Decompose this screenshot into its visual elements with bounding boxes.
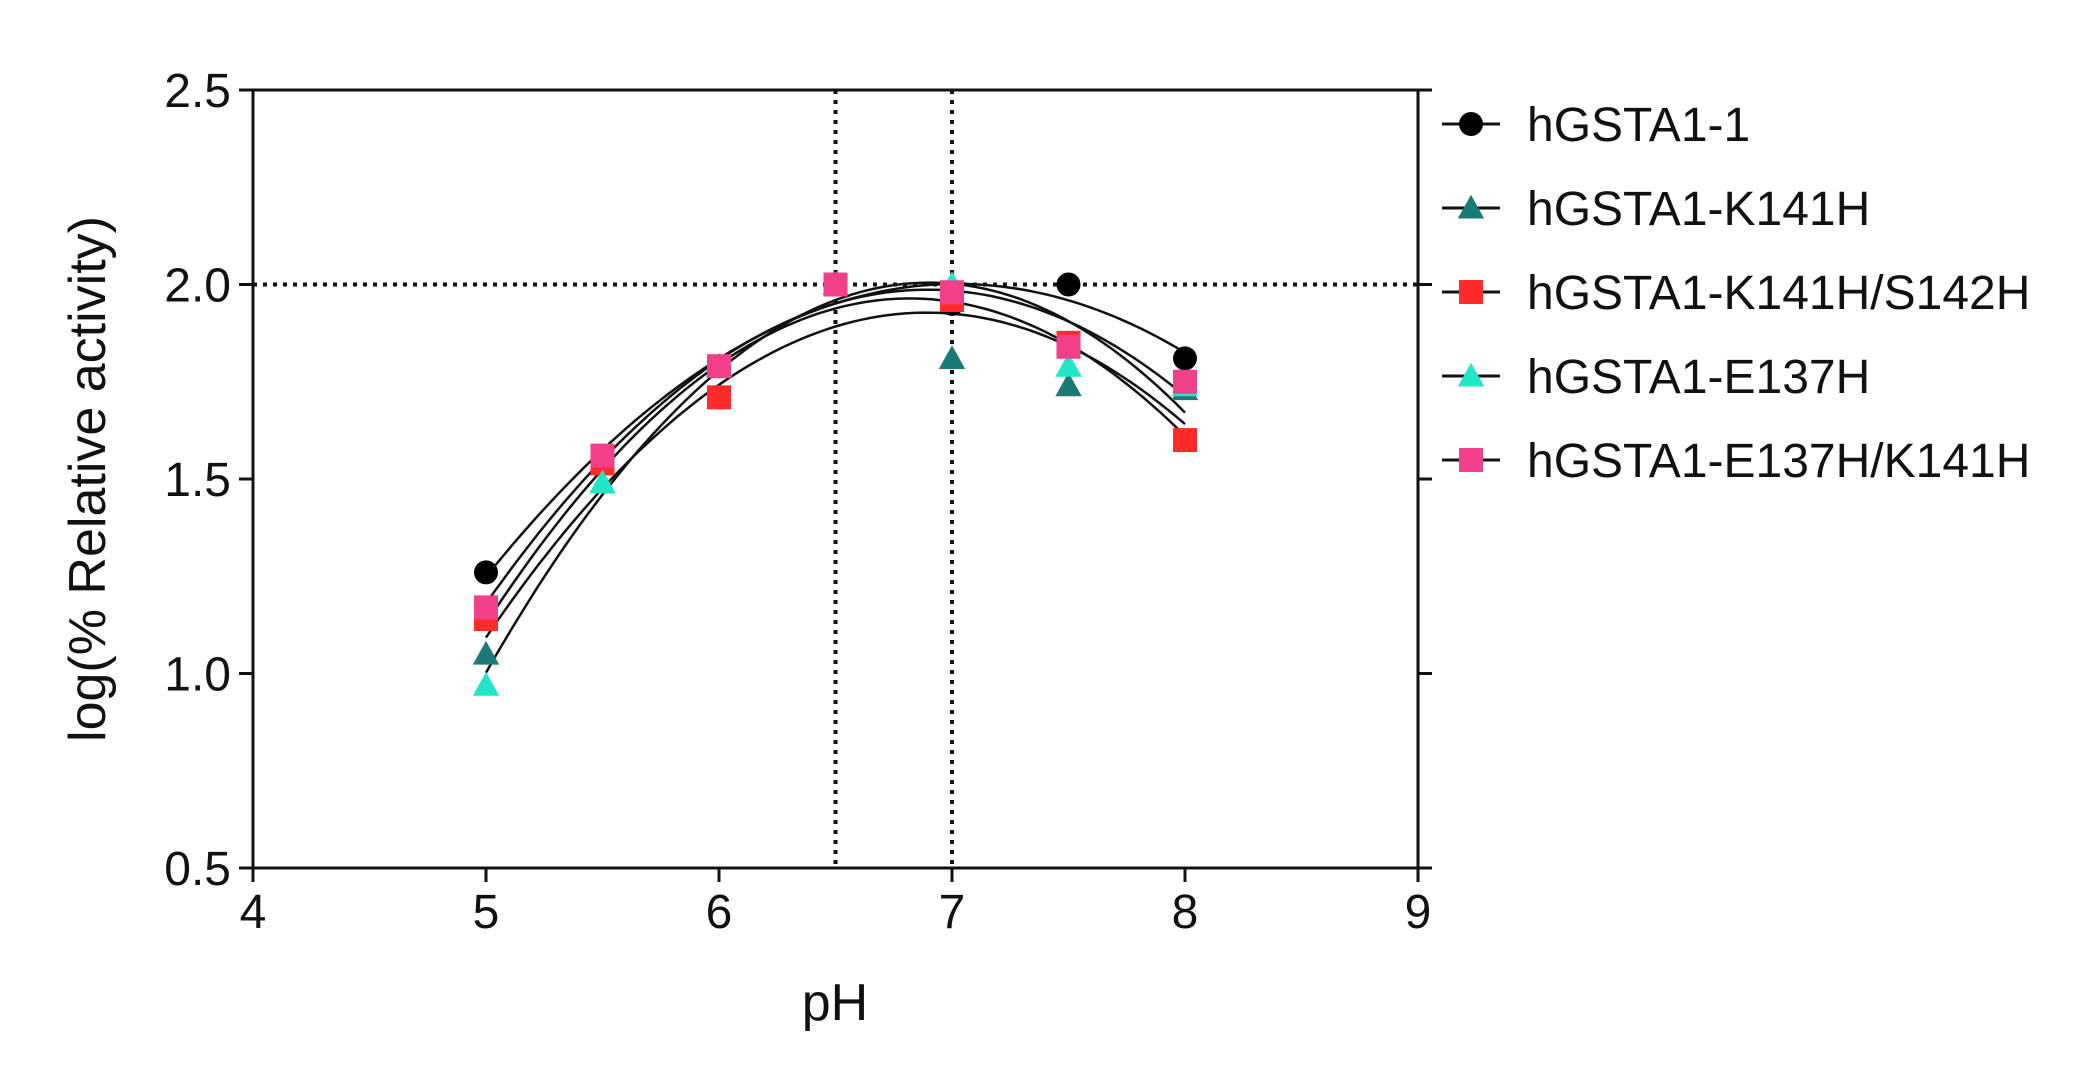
- legend: hGSTA1-1 hGSTA1-K141H hGSTA1-K141H/S142H hG…: [1442, 99, 2030, 488]
- data-point-hgsta1-e137h: [589, 469, 616, 494]
- reference-lines: [253, 90, 1418, 868]
- x-tick-label: 6: [706, 886, 733, 939]
- legend-item-hgsta1-1: hGSTA1-1: [1442, 99, 1750, 152]
- legend-item-hgsta1-e137h-k141h: hGSTA1-E137H/K141H: [1442, 435, 2030, 488]
- legend-item-hgsta1-k141h: hGSTA1-K141H: [1442, 183, 1870, 236]
- legend-marker-hgsta1-e137h: [1457, 362, 1485, 387]
- y-tick-label: 1.5: [164, 454, 231, 507]
- data-point-hgsta1-1: [1056, 272, 1081, 297]
- y-tick-label: 2.5: [164, 65, 231, 118]
- x-tick-label: 5: [473, 886, 500, 939]
- legend-item-hgsta1-e137h: hGSTA1-E137H: [1442, 351, 1870, 404]
- data-point-hgsta1-k141h: [938, 345, 966, 369]
- data-point-hgsta1-1: [474, 560, 498, 585]
- data-point-hgsta1-e137h-k141h: [1056, 334, 1081, 359]
- data-point-hgsta1-e137h-k141h: [707, 354, 731, 379]
- y-tick-label: 2.0: [164, 260, 231, 313]
- data-point-hgsta1-e137h-k141h: [1173, 369, 1197, 394]
- y-tick-label: 1.0: [164, 649, 231, 702]
- x-tick-label: 9: [1405, 886, 1432, 939]
- y-tick-label: 0.5: [164, 843, 231, 896]
- data-point-hgsta1-1: [1173, 346, 1197, 371]
- x-tick-label: 7: [939, 886, 966, 939]
- x-tick-label: 4: [240, 886, 267, 939]
- data-point-hgsta1-k141h-s142h: [1173, 428, 1197, 453]
- data-point-hgsta1-k141h: [1055, 372, 1082, 397]
- series-hgsta1-1: [474, 272, 1197, 585]
- legend-marker-hgsta1-k141h-s142h: [1459, 280, 1483, 304]
- data-point-hgsta1-e137h: [472, 671, 500, 696]
- y-axis-title: log(% Relative activity): [59, 216, 117, 742]
- data-point-hgsta1-e137h-k141h: [940, 280, 964, 305]
- data-point-hgsta1-k141h: [472, 640, 500, 665]
- data-point-hgsta1-k141h-s142h: [707, 385, 731, 410]
- legend-marker-hgsta1-e137h-k141h: [1459, 448, 1483, 472]
- legend-label: hGSTA1-E137H: [1527, 351, 1870, 404]
- data-point-hgsta1-e137h-k141h: [823, 272, 848, 297]
- legend-item-hgsta1-k141h-s142h: hGSTA1-K141H/S142H: [1442, 267, 2030, 320]
- legend-marker-hgsta1-k141h: [1457, 194, 1485, 219]
- data-point-hgsta1-e137h: [1055, 352, 1082, 377]
- data-points: [472, 271, 1199, 696]
- x-tick-label: 8: [1172, 886, 1199, 939]
- legend-label: hGSTA1-E137H/K141H: [1527, 435, 2030, 488]
- legend-label: hGSTA1-1: [1527, 99, 1750, 152]
- data-point-hgsta1-e137h-k141h: [474, 595, 498, 620]
- legend-label: hGSTA1-K141H/S142H: [1527, 267, 2030, 320]
- legend-label: hGSTA1-K141H: [1527, 183, 1870, 236]
- series-hgsta1-e137h-k141h: [474, 272, 1197, 620]
- data-point-hgsta1-e137h-k141h: [590, 443, 615, 468]
- ticks: 4 5 6 7 8 9 0.5 1.0 1.5 2.0 2.5: [164, 65, 1432, 939]
- legend-marker-hgsta1-1: [1459, 112, 1483, 136]
- x-axis-title: pH: [802, 974, 868, 1032]
